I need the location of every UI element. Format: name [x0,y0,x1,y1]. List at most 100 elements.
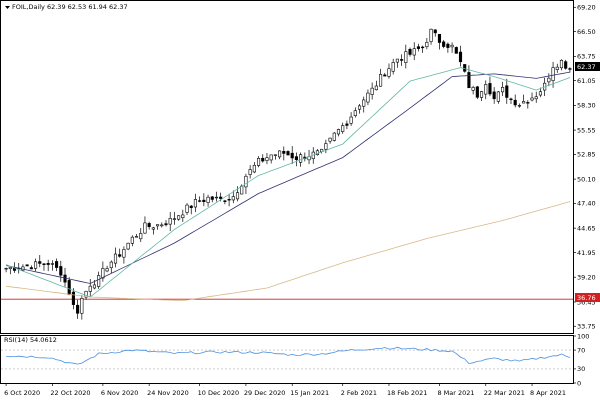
candle-bear [42,263,46,265]
candle-bear [76,304,80,314]
candle-bull [551,67,555,81]
candle-bear [442,41,446,47]
candle-bear [286,151,290,156]
candle-bear [71,291,75,305]
candle-bull [479,91,484,98]
candle-bear [202,199,206,202]
candle-bear [261,157,265,162]
candle-bull [387,68,391,77]
candle-bull [8,266,12,270]
candle-bear [46,263,50,265]
candle-bull [235,192,240,200]
price-axis-tick-label: 52.85 [577,151,596,159]
candle-bear [25,264,29,267]
price-layer [1,28,573,320]
candle-bear [210,196,214,200]
candle-bear [454,47,458,54]
candle-bull [370,87,374,95]
current-price-tag [575,62,600,71]
candle-bull [534,96,538,100]
candle-bull [357,105,362,110]
price-axis-tick-label: 58.30 [577,102,596,110]
price-axis-tick-label: 50.10 [577,175,596,183]
candle-bull [555,66,559,70]
symbol-dropdown-icon[interactable] [5,6,10,9]
candle-bull [139,233,143,240]
candle-bull [412,48,416,56]
candle-bull [538,91,543,96]
chart-header-title: FOIL,Daily 62.39 62.53 61.94 62.37 [12,3,128,11]
candle-bear [509,98,513,101]
candle-bull [336,129,341,135]
candle-bull [328,137,332,142]
rsi-axis-tick-label: 30 [577,365,585,373]
candle-bear [118,254,122,257]
candle-bull [248,169,252,175]
candle-bear [433,29,437,34]
time-axis-tick-label: 18 Feb 2021 [387,389,427,397]
candle-bear [416,46,420,49]
candle-bear [463,64,467,72]
candle-bull [501,86,505,93]
candle-bull [109,261,113,269]
candle-bear [345,123,349,126]
candle-bull [425,41,429,48]
candle-bull [559,59,564,69]
candle-bull [332,132,336,141]
time-axis-tick-label: 2 Feb 2021 [341,389,377,397]
candle-bull [143,222,147,234]
candle-bear [467,72,471,89]
candle-bull [4,267,8,270]
candle-bull [80,298,84,314]
candle-bull [193,199,197,208]
candle-bear [38,261,42,264]
candle-bear [290,152,294,159]
candle-bull [471,87,475,91]
candle-bull [177,215,181,220]
candle-bear [219,196,223,199]
candle-bull [105,268,109,272]
price-panel-frame [0,0,574,334]
candle-bear [198,200,202,202]
candle-bull [168,218,172,225]
price-axis-tick-label: 41.95 [577,249,596,257]
candle-bear [458,51,463,63]
candle-bear [189,205,193,208]
candle-bull [92,284,97,289]
candle-bull [101,268,105,279]
candle-bull [244,175,248,188]
candle-bull [252,165,256,173]
candle-bear [564,61,568,69]
candle-bull [265,157,269,161]
candle-bull [391,62,395,72]
rsi-label: RSI(14) 54.0612 [4,336,57,344]
candle-bear [29,267,33,270]
candle-bull [324,143,328,150]
candle-bull [126,242,130,250]
price-axis-tick-label: 47.40 [577,200,596,208]
candle-bear [488,83,492,95]
candle-bull [172,218,176,220]
candle-bear [475,86,479,98]
candle-bull [353,110,357,116]
candle-bull [156,224,160,227]
time-axis-tick-label: 29 Dec 2020 [244,389,286,397]
candle-bull [50,263,54,265]
candle-bull [496,91,500,102]
candle-bull [517,105,521,107]
candle-bear [67,280,71,295]
candle-bull [122,249,126,258]
price-axis-tick-label: 39.20 [577,274,596,282]
slow-moving-average-line [6,201,571,302]
candle-bull [395,58,399,63]
price-axis-tick-label: 66.50 [577,28,596,36]
rsi-axis-tick-label: 100 [577,332,589,340]
candle-bull [278,150,282,158]
candle-bull [349,116,353,124]
fast-moving-average-line [5,67,571,298]
candle-bull [530,97,534,101]
candle-bear [526,102,530,104]
candle-bull [404,51,408,63]
time-axis-tick-label: 8 Mar 2021 [437,389,474,397]
